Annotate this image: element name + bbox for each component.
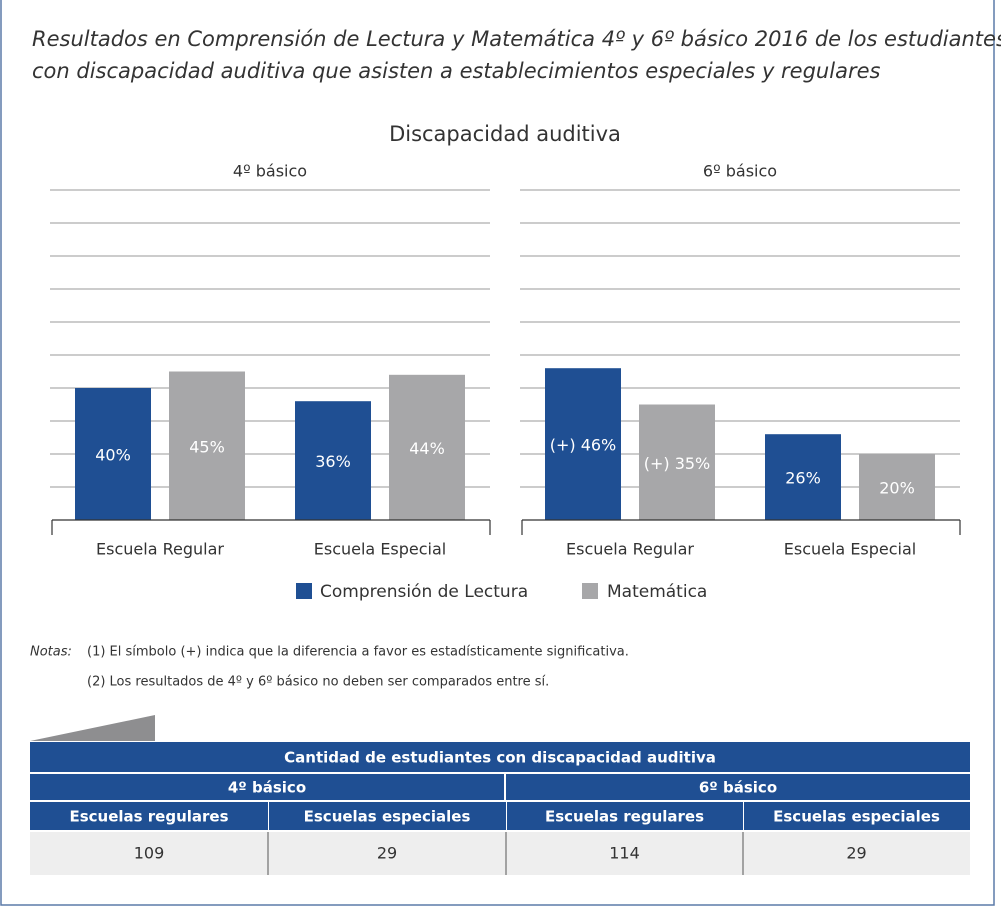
title-line: con discapacidad auditiva que asisten a … xyxy=(32,59,880,83)
value-label: 26% xyxy=(785,469,821,488)
cell: 29 xyxy=(846,844,866,863)
column-header: Escuelas regulares xyxy=(545,808,704,826)
note: (1) El símbolo (+) indica que la diferen… xyxy=(87,645,629,660)
bar xyxy=(169,371,245,520)
bar xyxy=(765,434,841,520)
x-tick-label: Escuela Regular xyxy=(96,540,224,559)
bar xyxy=(295,401,371,520)
table: Escuelas regulares Escuelas especiales Esc… xyxy=(30,802,970,875)
heading: Discapacidad auditiva xyxy=(389,122,621,146)
x-tick-label: Escuela Especial xyxy=(784,540,917,559)
group-header: 4º básico xyxy=(228,779,306,797)
bar xyxy=(389,374,465,520)
cell: 114 xyxy=(609,844,640,863)
bar xyxy=(75,388,151,520)
group-bg xyxy=(30,774,504,800)
value-label: (+) 46% xyxy=(550,436,617,455)
notes-label: Notas: xyxy=(30,645,72,660)
cell: 109 xyxy=(134,844,165,863)
column-header-bg xyxy=(30,802,268,830)
value-label: 20% xyxy=(879,479,915,498)
group-bg xyxy=(506,774,970,800)
value-label: 45% xyxy=(189,437,225,456)
column-header-bg xyxy=(744,802,970,830)
column-header: Escuelas regulares xyxy=(69,808,228,826)
column-header-bg xyxy=(507,802,743,830)
bar xyxy=(545,368,621,520)
row-bg xyxy=(30,832,970,875)
note: (2) Los resultados de 4º y 6º básico no … xyxy=(87,675,549,690)
legend-swatch xyxy=(582,583,598,599)
column-header: Escuelas especiales xyxy=(304,808,471,826)
column-header: Escuelas especiales xyxy=(773,808,940,826)
bar xyxy=(639,404,715,520)
value-label: (+) 35% xyxy=(644,454,711,473)
value-label: 40% xyxy=(95,446,131,465)
table-title: Cantidad de estudiantes con discapacidad… xyxy=(284,749,716,767)
legend-label: Matemática xyxy=(607,582,707,602)
bar xyxy=(859,454,935,520)
x-tick-label: Escuela Regular xyxy=(566,540,694,559)
cell: 29 xyxy=(377,844,397,863)
panel-title: 6º básico xyxy=(703,162,777,181)
title-line: Resultados en Comprensión de Lectura y M… xyxy=(32,27,1001,51)
column-header-bg xyxy=(269,802,506,830)
group-header: 6º básico xyxy=(699,779,777,797)
x-tick-label: Escuela Especial xyxy=(314,540,447,559)
value-label: 44% xyxy=(409,439,445,458)
value-label: 36% xyxy=(315,452,351,471)
panel-title: 4º básico xyxy=(233,162,307,181)
legend-swatch xyxy=(296,583,312,599)
charts: 4º básico Escuela Regular 40% 45% Escuela Es… xyxy=(50,162,961,559)
table-title-bg xyxy=(30,742,970,772)
legend-label: Comprensión de Lectura xyxy=(320,582,528,602)
decoration xyxy=(30,715,155,741)
